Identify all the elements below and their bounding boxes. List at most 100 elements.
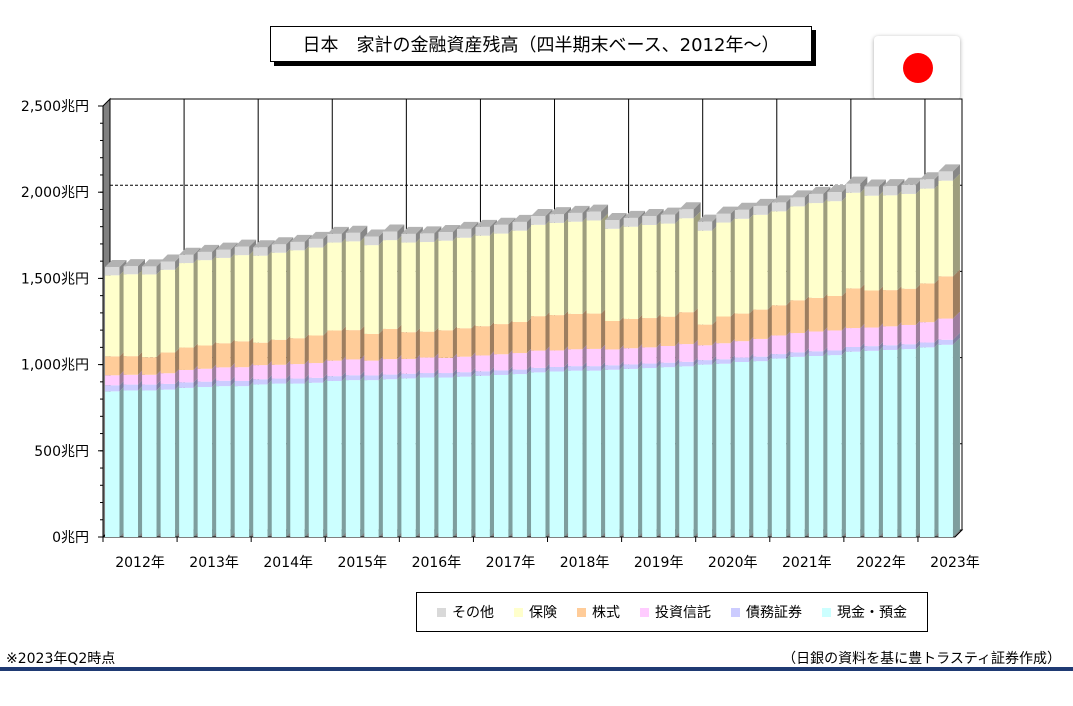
bar-segment	[623, 226, 639, 319]
bar-stack	[271, 237, 294, 537]
bar-segment	[660, 345, 676, 363]
bar-segment-side	[119, 260, 127, 276]
bar-segment-side	[601, 204, 609, 221]
bar-segment	[605, 219, 620, 229]
bar-top-face	[623, 210, 646, 218]
bar-segment	[845, 288, 861, 329]
bar-segment	[919, 188, 935, 284]
bar-segment	[827, 330, 842, 351]
bar-segment	[586, 220, 602, 314]
bar-top-face	[697, 214, 720, 222]
bar-segment	[771, 335, 787, 355]
bar-segment	[605, 365, 620, 370]
bar-segment-side	[952, 311, 960, 340]
japan-flag-icon	[874, 36, 960, 100]
bar-segment-side	[397, 224, 405, 241]
bar-segment	[864, 346, 879, 351]
bar-segment	[919, 179, 935, 189]
bar-segment	[327, 330, 342, 361]
bar-segment	[308, 335, 324, 364]
bar-segment	[345, 359, 361, 376]
bar-top-face	[493, 217, 516, 225]
bar-segment	[734, 218, 750, 314]
bar-segment	[790, 206, 805, 301]
bar-segment	[327, 360, 342, 377]
bar-segment	[568, 221, 583, 314]
chart-legend: その他 保険 株式 投資信託 債務証券 現金・預金	[416, 592, 928, 632]
bar-segment	[290, 364, 305, 379]
bar-segment	[123, 390, 139, 537]
bar-segment	[919, 342, 935, 348]
bar-top-face	[679, 202, 701, 210]
bar-segment	[605, 369, 620, 537]
x-tick-label: 2023年	[930, 555, 980, 571]
bar-segment	[790, 197, 805, 207]
bottom-divider	[0, 667, 1073, 671]
bar-top-face	[716, 206, 738, 214]
bar-segment	[531, 215, 546, 225]
bar-stack	[679, 202, 701, 537]
bar-segment	[142, 390, 157, 537]
bar-segment	[901, 288, 916, 325]
bar-segment	[771, 354, 787, 359]
bar-segment	[401, 358, 416, 374]
bar-segment	[382, 379, 398, 537]
bar-segment	[475, 371, 490, 376]
bar-top-face	[456, 221, 479, 229]
bar-stack	[586, 204, 609, 537]
bar-segment	[327, 376, 342, 381]
bar-segment	[364, 245, 379, 334]
bar-segment-side	[860, 176, 868, 193]
bar-segment	[901, 193, 916, 289]
bar-segment	[475, 235, 490, 327]
bar-stack	[716, 206, 738, 537]
bar-segment	[734, 357, 750, 363]
legend-label: 債務証券	[746, 605, 802, 621]
bar-segment-side	[897, 179, 905, 196]
bar-stack	[642, 208, 664, 537]
bar-segment	[697, 360, 713, 365]
bar-segment	[660, 367, 676, 537]
bar-segment	[364, 333, 379, 361]
x-tick-label: 2013年	[189, 555, 239, 571]
bar-segment	[642, 215, 657, 225]
bar-segment	[382, 374, 398, 380]
bar-segment	[160, 373, 176, 384]
bar-segment	[549, 214, 565, 223]
bar-segment	[123, 356, 139, 375]
bar-segment	[345, 375, 361, 381]
bar-top-face	[216, 242, 238, 250]
bar-stack	[493, 217, 516, 537]
bar-segment	[401, 373, 416, 379]
bar-segment	[623, 368, 639, 537]
bar-top-face	[827, 185, 849, 193]
bar-stack	[845, 176, 868, 537]
bar-segment	[179, 369, 194, 383]
bar-segment	[142, 357, 157, 375]
bar-segment	[197, 368, 213, 382]
bar-segment	[179, 382, 194, 388]
bar-segment	[716, 222, 731, 317]
source-note: （日銀の資料を基に豊トラスティ証券作成）	[782, 651, 1061, 667]
bar-segment	[345, 241, 361, 331]
bar-segment-side	[656, 208, 664, 225]
bar-segment-side	[952, 269, 960, 319]
bar-segment	[642, 318, 657, 348]
bar-top-face	[475, 219, 497, 227]
bar-top-face	[642, 208, 664, 216]
bar-segment-side	[415, 226, 423, 243]
bar-stack	[549, 207, 572, 537]
bar-stack	[882, 179, 905, 537]
bar-stack	[864, 179, 886, 537]
bar-segment	[845, 328, 861, 348]
bar-segment	[401, 242, 416, 333]
bar-stack	[790, 190, 812, 537]
bar-segment	[827, 192, 842, 202]
bar-top-face	[901, 177, 923, 185]
bar-segment	[438, 377, 453, 537]
bar-segment	[882, 349, 898, 537]
bar-top-face	[438, 225, 460, 233]
bar-segment	[179, 263, 194, 348]
bar-segment	[308, 382, 324, 537]
flag-sun-icon	[903, 53, 933, 83]
